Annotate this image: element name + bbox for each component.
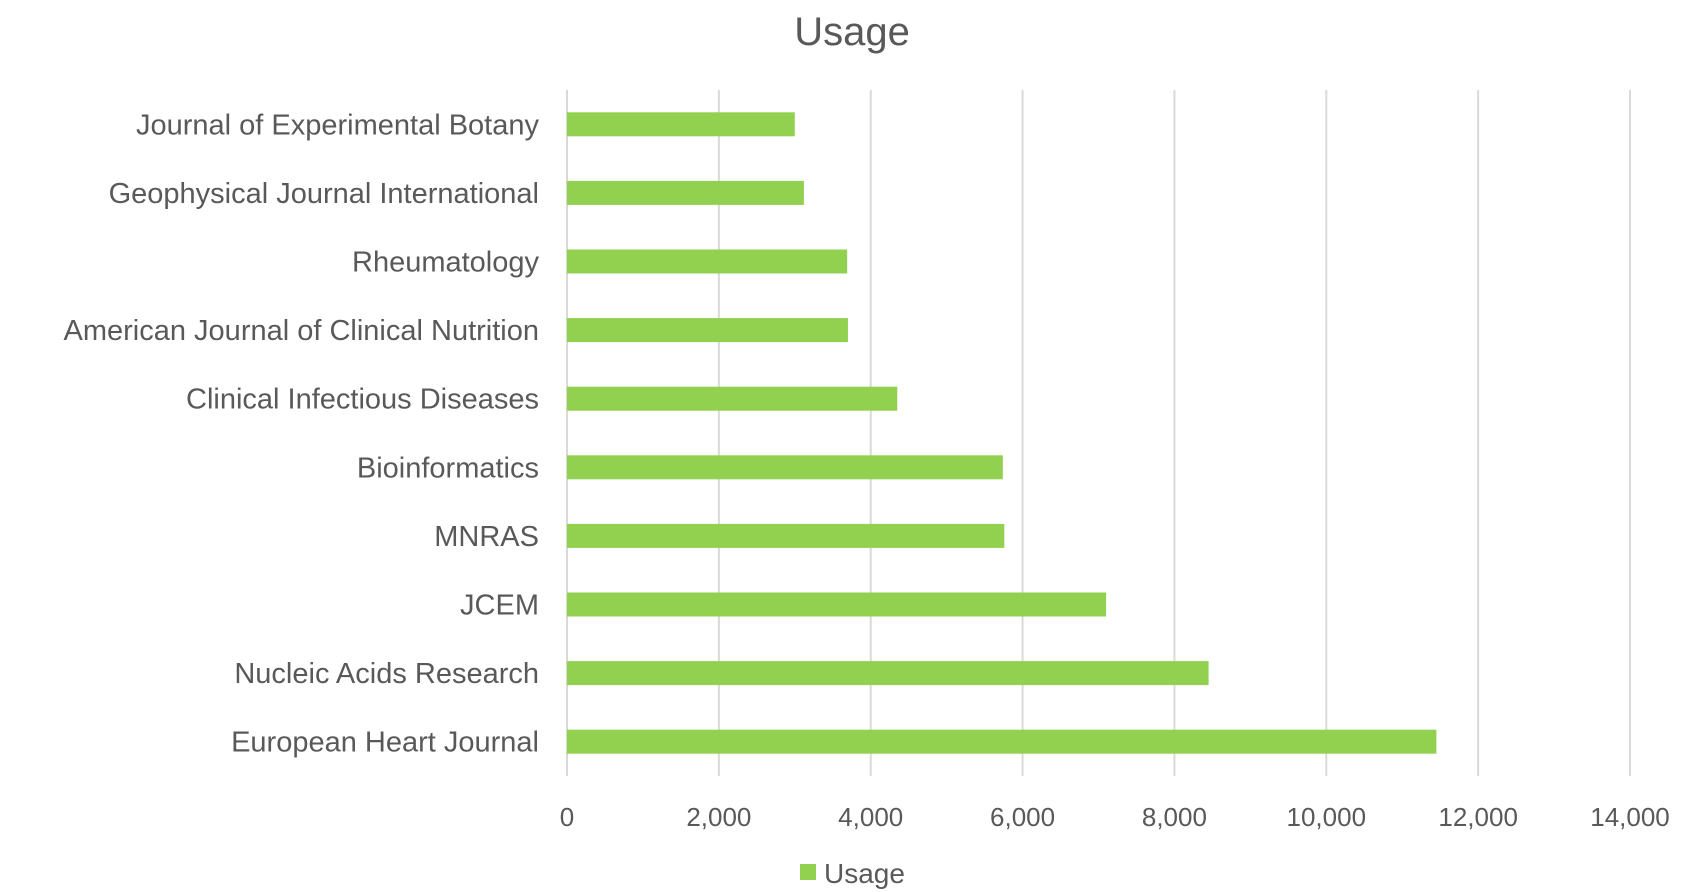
category-label: Nucleic Acids Research	[234, 658, 539, 690]
bar	[567, 318, 848, 343]
bar	[567, 386, 898, 411]
bar	[567, 180, 804, 205]
x-tick-label: 6,000	[990, 802, 1055, 832]
bar	[567, 249, 848, 274]
category-label: Bioinformatics	[357, 452, 539, 484]
x-tick-label: 8,000	[1142, 802, 1207, 832]
x-tick-label: 4,000	[838, 802, 903, 832]
category-label: JCEM	[460, 590, 539, 622]
legend-label: Usage	[824, 858, 905, 889]
x-tick-label: 10,000	[1287, 802, 1367, 832]
bar	[567, 661, 1209, 686]
category-label: Clinical Infectious Diseases	[186, 384, 539, 416]
x-tick-label: 14,000	[1590, 802, 1670, 832]
category-label: Geophysical Journal International	[109, 178, 539, 210]
category-label: European Heart Journal	[231, 727, 539, 759]
category-label: Journal of Experimental Botany	[136, 109, 539, 141]
category-labels: European Heart Journal Nucleic Acids Rese…	[64, 109, 540, 758]
bar	[567, 592, 1107, 617]
x-tick-label: 12,000	[1438, 802, 1518, 832]
legend-swatch	[800, 864, 816, 880]
bar	[567, 729, 1437, 754]
category-label: American Journal of Clinical Nutrition	[64, 315, 539, 347]
bar-layer	[567, 112, 1437, 754]
chart-title: Usage	[794, 10, 910, 54]
bar	[567, 523, 1005, 548]
x-tick-label: 0	[560, 802, 574, 832]
bar	[567, 112, 795, 137]
category-label: Rheumatology	[352, 247, 539, 279]
bar	[567, 455, 1003, 480]
x-axis-ticks: 0 2,000 4,000 6,000 8,000 10,000 12,000 14,000	[560, 802, 1670, 832]
legend: Usage	[800, 858, 905, 889]
category-label: MNRAS	[434, 521, 539, 553]
x-tick-label: 2,000	[686, 802, 751, 832]
